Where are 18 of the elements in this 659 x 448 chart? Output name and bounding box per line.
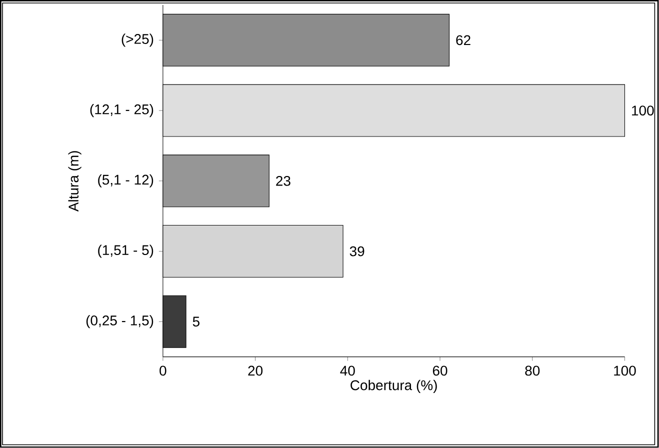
x-tick-label: 100 xyxy=(614,366,636,376)
x-axis-title: Cobertura (%) xyxy=(350,380,437,394)
data-label: 5 xyxy=(192,316,200,327)
x-tick-label: 80 xyxy=(525,366,540,376)
y-tick-label: (>25) xyxy=(122,34,154,47)
x-tick-label: 60 xyxy=(432,366,448,376)
data-label: 100 xyxy=(632,106,654,116)
data-label: 23 xyxy=(276,176,290,186)
x-tick-label: 40 xyxy=(340,366,355,376)
y-tick-label: (1,51 - 5) xyxy=(98,244,154,258)
y-tick-label: (5,1 - 12) xyxy=(98,174,154,188)
x-tick-label: 0 xyxy=(160,366,166,376)
y-tick-label: (0,25 - 1,5) xyxy=(86,315,154,328)
y-tick-label: (12,1 - 25) xyxy=(90,104,154,118)
data-label: 39 xyxy=(350,246,364,256)
y-axis-title: Altura (m) xyxy=(68,151,82,212)
x-tick-label: 20 xyxy=(248,366,263,376)
data-label: 62 xyxy=(456,35,470,46)
